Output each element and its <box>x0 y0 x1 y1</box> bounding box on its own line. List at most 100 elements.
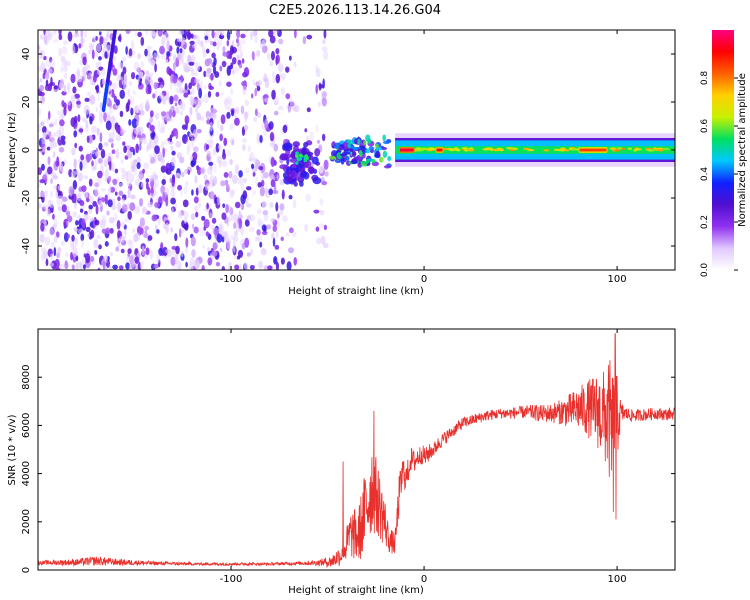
noise-speck <box>91 160 94 167</box>
noise-speck <box>48 68 53 74</box>
noise-speck <box>255 177 259 187</box>
noise-speck <box>108 182 112 193</box>
noise-speck <box>77 114 81 123</box>
noise-speck <box>95 35 98 41</box>
noise-speck <box>205 183 211 191</box>
noise-speck <box>129 202 136 211</box>
noise-speck <box>229 158 233 166</box>
noise-speck <box>305 135 310 142</box>
noise-speck <box>170 197 176 205</box>
noise-speck <box>41 120 45 127</box>
noise-speck <box>306 34 313 40</box>
noise-speck <box>168 109 173 119</box>
noise-speck <box>292 199 297 209</box>
noise-speck <box>117 61 124 70</box>
noise-speck <box>55 160 60 167</box>
noise-speck <box>234 117 240 126</box>
noise-speck <box>165 162 171 169</box>
noise-speck <box>91 49 95 60</box>
noise-speck <box>138 197 144 207</box>
noise-speck <box>98 200 103 208</box>
noise-speck <box>213 163 217 174</box>
noise-speck <box>127 88 131 97</box>
noise-speck <box>54 258 60 269</box>
noise-speck <box>58 114 64 121</box>
noise-speck <box>53 235 58 243</box>
noise-speck <box>206 58 213 65</box>
noise-speck <box>231 139 235 146</box>
colorbar-gradient <box>712 30 734 270</box>
noise-speck <box>171 186 175 197</box>
noise-speck <box>139 217 145 227</box>
noise-speck <box>264 119 269 129</box>
noise-speck <box>188 82 192 90</box>
noise-speck <box>104 51 108 59</box>
noise-speck <box>232 69 235 76</box>
noise-speck <box>275 202 279 212</box>
noise-speck <box>132 50 136 56</box>
noise-speck <box>117 242 121 249</box>
noise-speck <box>121 235 126 241</box>
noise-speck <box>226 106 232 111</box>
noise-speck <box>45 117 50 123</box>
noise-speck <box>288 55 292 61</box>
streak-segment <box>113 30 118 33</box>
noise-speck <box>60 240 65 246</box>
noise-speck <box>275 48 280 55</box>
noise-speck <box>272 225 278 232</box>
noise-speck <box>44 236 51 246</box>
noise-speck <box>200 166 206 176</box>
noise-speck <box>128 119 132 126</box>
noise-speck <box>121 56 127 62</box>
noise-speck <box>109 227 114 234</box>
noise-speck <box>205 144 210 150</box>
noise-speck <box>103 141 109 147</box>
noise-speck <box>179 48 183 54</box>
noise-speck <box>161 178 166 186</box>
figure-title: C2E5.2026.113.14.26.G04 <box>269 3 441 18</box>
onset-cluster-cell <box>378 156 384 163</box>
noise-speck <box>256 229 261 236</box>
noise-speck <box>45 258 49 267</box>
onset-blob-cell <box>286 170 296 179</box>
noise-speck <box>120 126 124 136</box>
noise-speck <box>104 266 108 270</box>
noise-speck <box>98 194 102 200</box>
noise-speck <box>318 101 321 107</box>
noise-speck <box>45 30 51 38</box>
colorbar-label: Normalized spectral amplitude <box>737 73 748 227</box>
noise-speck <box>231 57 237 65</box>
carrier-speck <box>461 147 469 150</box>
noise-speck <box>173 53 177 62</box>
noise-speck <box>83 158 88 165</box>
noise-speck <box>88 204 94 210</box>
noise-speck <box>45 71 50 80</box>
noise-speck <box>50 177 53 185</box>
noise-speck <box>280 73 286 81</box>
noise-speck <box>207 37 211 43</box>
noise-speck <box>41 136 47 145</box>
noise-speck <box>233 222 237 230</box>
noise-speck <box>194 72 198 77</box>
noise-speck <box>229 123 234 131</box>
noise-speck <box>139 260 145 270</box>
noise-speck <box>322 78 325 89</box>
noise-speck <box>145 182 149 190</box>
noise-speck <box>82 56 87 66</box>
noise-speck <box>98 142 103 151</box>
noise-speck <box>250 93 254 99</box>
noise-speck <box>321 91 328 98</box>
noise-speck <box>285 232 290 237</box>
noise-speck <box>66 234 70 239</box>
noise-speck <box>60 199 64 207</box>
noise-speck <box>269 35 276 44</box>
noise-speck <box>219 222 223 233</box>
noise-speck <box>49 203 54 209</box>
noise-speck <box>275 73 281 84</box>
noise-speck <box>108 160 112 171</box>
noise-speck <box>86 75 92 80</box>
noise-speck <box>198 88 203 99</box>
noise-speck <box>235 106 239 115</box>
snr-y-ticks: 0 2000 4000 6000 8000 <box>21 364 675 573</box>
spectrogram-x-tick-label: 0 <box>421 274 427 285</box>
